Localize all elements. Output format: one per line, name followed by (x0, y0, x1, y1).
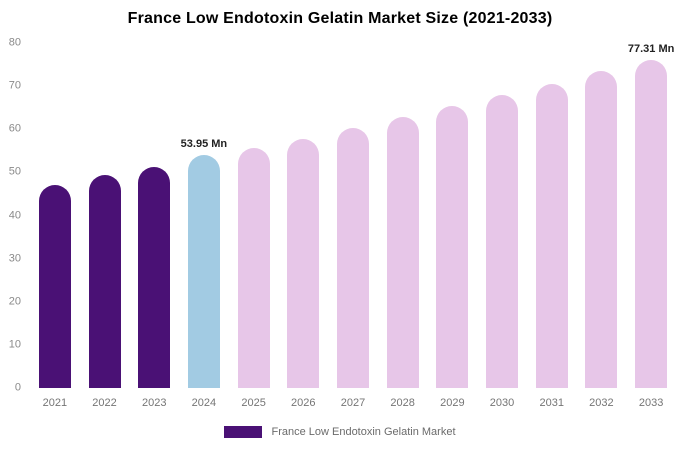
y-axis: 0 10 20 30 40 50 60 70 80 (2, 37, 24, 393)
bar-2029 (436, 105, 469, 388)
bar-2026 (287, 139, 320, 388)
bar-slot-2023 (129, 43, 179, 388)
bar-2025 (237, 148, 270, 388)
x-tick-label-2026: 2026 (291, 397, 316, 409)
x-tick-label-2030: 2030 (489, 397, 515, 409)
x-axis: 2021 2022 2023 2024 2025 2026 2027 2028 2029 2030… (30, 397, 676, 409)
bar-slot-2025 (229, 43, 279, 388)
y-tick-label: 80 (8, 36, 21, 49)
bar-2024 (187, 155, 220, 388)
x-tick-label-2023: 2023 (141, 397, 167, 409)
x-tick-label-2027: 2027 (340, 397, 366, 409)
bar-slot-2030 (477, 43, 527, 388)
y-tick-label: 10 (8, 338, 21, 351)
x-tick-label-2021: 2021 (42, 397, 68, 409)
bar-slot-2024: 53.95 Mn (179, 43, 229, 388)
x-tick-label-2022: 2022 (92, 397, 117, 409)
legend-swatch (224, 426, 263, 438)
bar-2031 (535, 83, 568, 388)
y-tick-label: 20 (8, 295, 21, 308)
y-tick-label: 60 (8, 122, 21, 135)
x-tick-label-2025: 2025 (241, 397, 266, 409)
bar-slot-2028 (378, 43, 428, 388)
bar-value-label-2033: 77.31 Mn (627, 43, 675, 55)
bar-2032 (585, 71, 618, 388)
x-tick-label-2028: 2028 (390, 397, 415, 409)
bar-slot-2032 (577, 43, 627, 388)
bar-2033 (635, 60, 668, 388)
x-tick-label-2032: 2032 (589, 397, 614, 409)
chart-title: France Low Endotoxin Gelatin Market Size… (127, 10, 553, 27)
bar-slot-2029 (428, 43, 478, 388)
x-tick-label-2029: 2029 (440, 397, 465, 409)
bar-value-label-2024: 53.95 Mn (180, 138, 228, 151)
bar-slot-2021 (30, 43, 80, 388)
bar-slot-2026 (278, 43, 328, 388)
legend: France Low Endotoxin Gelatin Market (0, 426, 680, 438)
y-tick-label: 40 (8, 209, 21, 221)
y-tick-label: 70 (8, 79, 21, 92)
x-tick-label-2024: 2024 (191, 397, 217, 409)
bar-2027 (336, 127, 369, 388)
bar-2023 (138, 167, 171, 388)
bar-2028 (386, 117, 419, 388)
y-tick-label: 50 (8, 165, 21, 178)
bar-slot-2033: 77.31 Mn (626, 43, 676, 388)
bar-slot-2027 (328, 43, 378, 388)
bar-slot-2031 (527, 43, 577, 388)
bar-2021 (38, 185, 71, 388)
bar-slot-2022 (80, 43, 130, 388)
x-tick-label-2033: 2033 (638, 397, 664, 409)
y-tick-label: 30 (8, 252, 21, 265)
x-tick-label-2031: 2031 (539, 397, 564, 409)
bar-2022 (88, 175, 121, 388)
y-tick-label: 0 (14, 381, 21, 394)
bar-2030 (486, 95, 519, 388)
plot-area: 53.95 Mn 77.31 Mn (30, 43, 676, 388)
legend-label: France Low Endotoxin Gelatin Market (271, 426, 456, 438)
